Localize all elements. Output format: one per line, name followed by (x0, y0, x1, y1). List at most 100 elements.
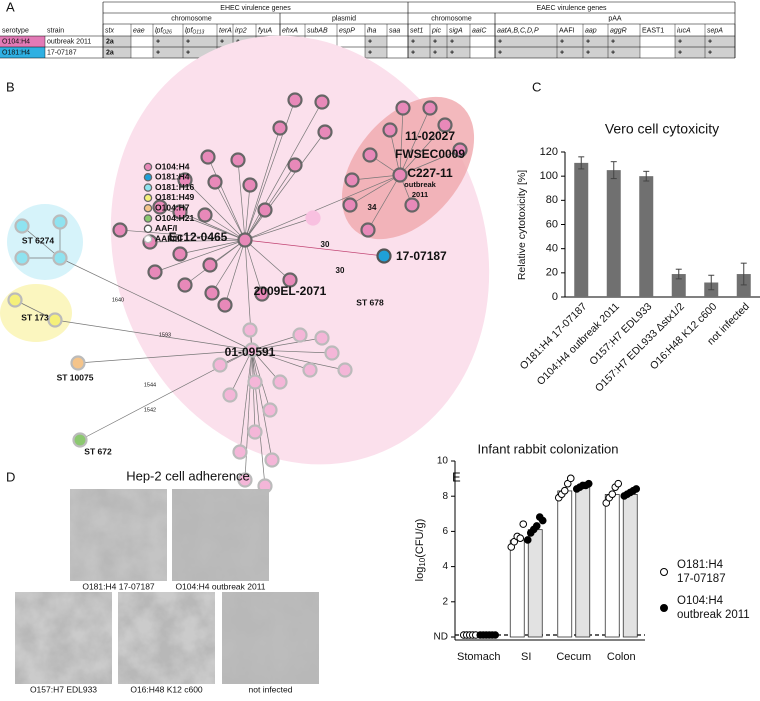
legend-swatch (143, 214, 153, 223)
gene-name: aatA,B,C,D,P (497, 27, 539, 34)
node (197, 207, 213, 223)
gene-name: sigA (449, 27, 463, 34)
image-caption: O104:H4 outbreak 2011 (175, 581, 265, 591)
gene-name: saa (389, 27, 400, 34)
data-point (614, 479, 623, 488)
data-point (491, 631, 500, 639)
cell: + (498, 49, 502, 56)
edge (251, 349, 346, 371)
filled-cell (183, 36, 217, 47)
edge (119, 229, 246, 241)
data-point (584, 479, 593, 488)
edge-label: 34 (368, 203, 377, 212)
y-tick-label: 40 (546, 243, 558, 255)
edge (244, 239, 263, 295)
legend-label: O181:H49 (155, 192, 194, 202)
serotype-cell (0, 47, 45, 58)
y-tick-label: 120 (540, 146, 558, 158)
bar (639, 176, 654, 297)
filled-cell (183, 47, 217, 58)
node (314, 94, 330, 110)
bar (604, 494, 620, 638)
filled-cell (705, 36, 735, 47)
edge (244, 217, 314, 241)
st-label: ST 10075 (57, 372, 94, 382)
data-point (538, 516, 547, 525)
node (152, 199, 168, 215)
edge (244, 127, 281, 241)
filled-cell (365, 47, 387, 58)
edge (251, 337, 323, 351)
edge (349, 174, 401, 206)
gene-name: sepA (707, 27, 723, 34)
edge (149, 239, 246, 243)
data-point (532, 522, 541, 530)
serotype-cell (0, 36, 45, 47)
x-tick-label: Cecum (556, 651, 591, 663)
gene-name: eae (133, 27, 145, 34)
edge (239, 349, 253, 453)
filled-cell (583, 47, 608, 58)
node (212, 357, 228, 373)
legend-label: O104:H7 (155, 202, 190, 212)
edge (244, 239, 385, 257)
y-tick-label: 60 (546, 218, 558, 230)
edge (399, 124, 446, 176)
data-point (560, 486, 569, 495)
legend-line: outbreak 2011 (677, 609, 750, 621)
legend-label: AAF/I (155, 223, 177, 233)
serotype: O181:H4 (2, 49, 30, 56)
node (314, 330, 330, 346)
node (422, 100, 438, 116)
edge (179, 211, 246, 241)
y-tick-label: 4 (442, 561, 448, 572)
filled-cell (495, 36, 557, 47)
legend-label: O104:H4 (155, 161, 190, 171)
node (395, 100, 411, 116)
edge (244, 239, 291, 281)
node (382, 122, 398, 138)
node (437, 117, 453, 133)
edge (229, 349, 253, 396)
node (204, 285, 220, 301)
y-tick-label: 100 (540, 170, 558, 182)
edge (251, 334, 301, 351)
node (344, 172, 360, 188)
legend-swatch (143, 183, 153, 192)
data-point (523, 536, 532, 544)
gene-name: subAB (307, 27, 328, 34)
edge-label: 30 (321, 240, 330, 249)
node (177, 277, 193, 293)
annotation: outbreak 2011 (404, 180, 437, 199)
node (376, 248, 392, 264)
group-header: EAEC virulence genes (536, 5, 607, 12)
micrograph (70, 489, 167, 581)
image-caption: O157:H7 EDL933 (30, 684, 97, 694)
edge (399, 107, 404, 176)
gene-name: lpfO26 (155, 27, 172, 35)
st-label: ST 173 (21, 312, 49, 322)
st-label: ST 672 (84, 446, 112, 456)
y-tick-label: 6 (442, 526, 448, 537)
legend-label: O104:H21 (155, 213, 194, 223)
node (14, 250, 30, 266)
legend-swatch (143, 203, 153, 213)
node (7, 292, 23, 308)
node (287, 92, 303, 108)
node (172, 246, 188, 262)
cell: + (586, 49, 590, 56)
gene-name: stx (105, 27, 114, 34)
cell: + (220, 38, 224, 45)
node (324, 345, 340, 361)
node (302, 362, 318, 378)
edge (251, 349, 273, 461)
bar (606, 170, 621, 297)
node (52, 214, 68, 230)
y-axis-label-part: (CFU/g) (414, 519, 426, 558)
node (242, 322, 258, 338)
outbreak-area (341, 96, 475, 240)
node (52, 250, 68, 266)
annotation-line: 2011 (412, 190, 428, 199)
bar (557, 490, 573, 638)
gene-name: ehxA (282, 27, 298, 34)
